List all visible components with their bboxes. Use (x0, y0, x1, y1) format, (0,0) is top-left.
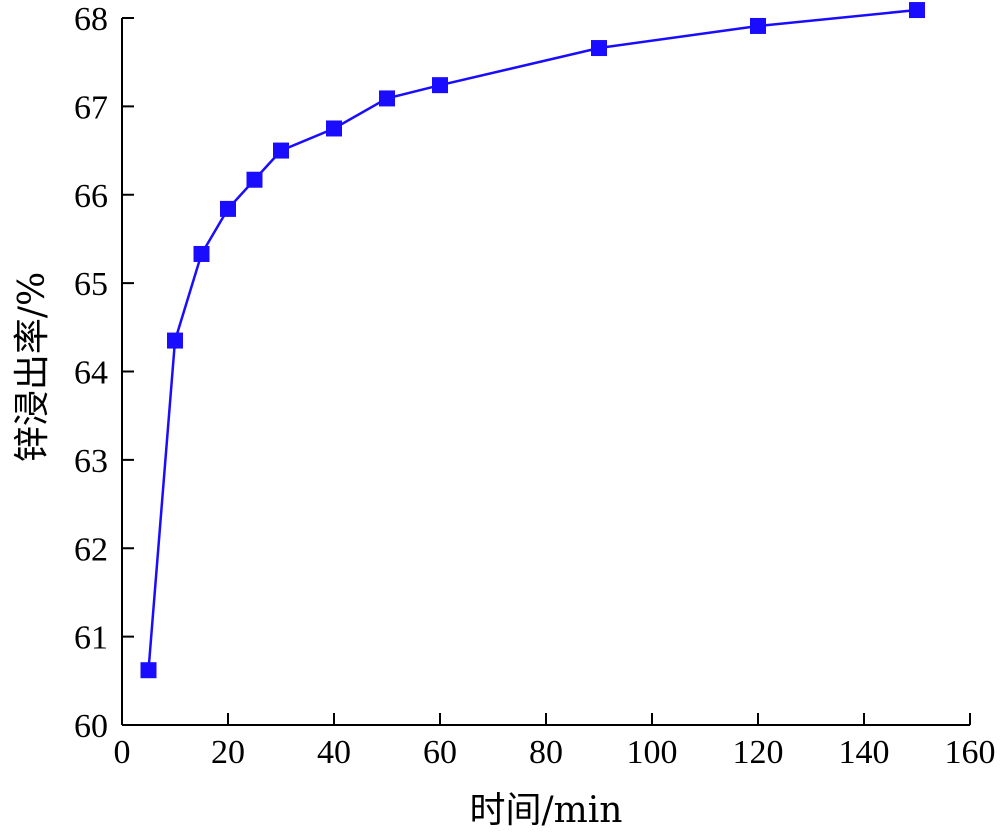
y-tick-label: 67 (74, 89, 108, 126)
y-tick-label: 60 (74, 708, 108, 745)
x-tick-label: 20 (211, 734, 245, 771)
data-point-marker (750, 17, 766, 34)
data-point-marker (273, 142, 289, 159)
y-tick-label: 66 (74, 178, 108, 215)
x-tick-label: 140 (839, 734, 890, 771)
data-point-marker (909, 2, 925, 19)
y-axis-label: 锌浸出率/% (12, 272, 53, 462)
y-tick-label: 61 (74, 620, 108, 657)
data-point-marker (167, 332, 183, 349)
x-tick-label: 80 (529, 734, 563, 771)
y-tick-label: 68 (74, 1, 108, 38)
x-tick-label: 100 (627, 734, 678, 771)
data-point-marker (326, 120, 342, 137)
x-tick-label: 60 (423, 734, 457, 771)
x-tick-label: 120 (733, 734, 784, 771)
series (140, 2, 925, 679)
x-tick-label: 40 (317, 734, 351, 771)
x-tick-label: 160 (945, 734, 996, 771)
series-line (147, 8, 918, 671)
data-point-marker (220, 200, 236, 217)
y-tick-label: 65 (74, 266, 108, 303)
data-point-marker (140, 662, 157, 679)
y-tick-label: 63 (74, 443, 108, 480)
data-point-marker (193, 245, 210, 262)
data-point-marker (246, 171, 263, 188)
axes: 0 20 40 60 80 100 120 140 160 60 61 62 63 64 65 66 67 68 (74, 1, 996, 771)
data-point-marker (432, 77, 448, 94)
x-tick-label: 0 (114, 734, 131, 771)
data-point-marker (591, 40, 607, 57)
y-tick-label: 62 (74, 531, 108, 568)
data-point-marker (379, 90, 395, 107)
x-axis-label: 时间/min (470, 790, 623, 831)
y-tick-label: 64 (74, 355, 108, 392)
